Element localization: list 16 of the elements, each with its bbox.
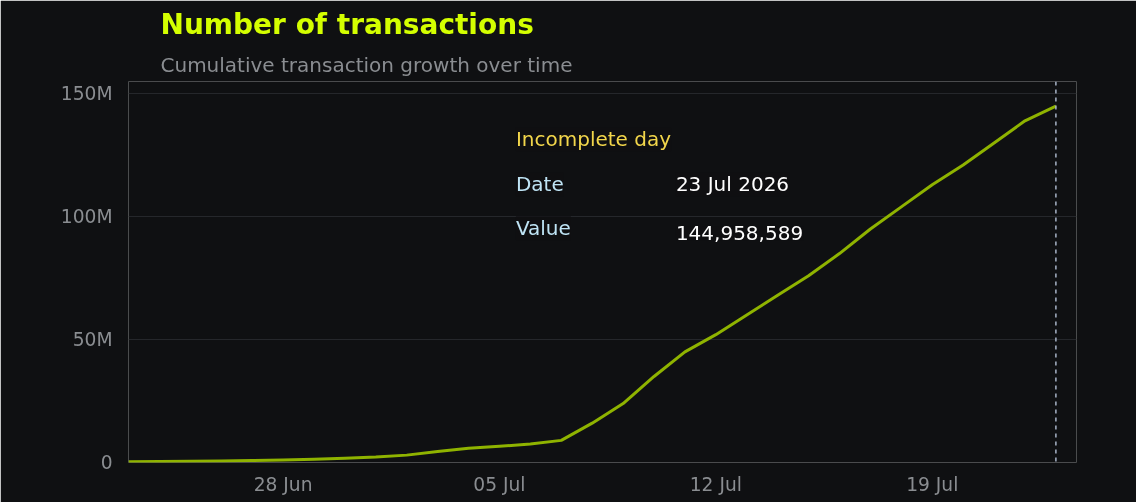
- x-tick-label: 28 Jun: [253, 473, 313, 495]
- annotation: Incomplete day: [515, 127, 672, 152]
- annotation: Date: [515, 172, 564, 197]
- x-tick-label: 12 Jul: [689, 473, 742, 495]
- x-tick-label: 05 Jul: [473, 473, 526, 495]
- annotation: 23 Jul 2026: [675, 172, 790, 197]
- y-tick-label: 50M: [72, 329, 113, 351]
- x-tick-label: 19 Jul: [906, 473, 959, 495]
- y-tick-label: 0: [100, 452, 113, 473]
- line-series: [128, 104, 1058, 463]
- chart-title: Number of transactions: [160, 7, 534, 41]
- y-tick-label: 100M: [60, 206, 113, 228]
- chart-subtitle: Cumulative transaction growth over time: [160, 52, 573, 77]
- annotation: 144,958,589: [675, 221, 804, 246]
- y-tick-label: 150M: [60, 83, 113, 105]
- annotation: Value: [515, 216, 571, 241]
